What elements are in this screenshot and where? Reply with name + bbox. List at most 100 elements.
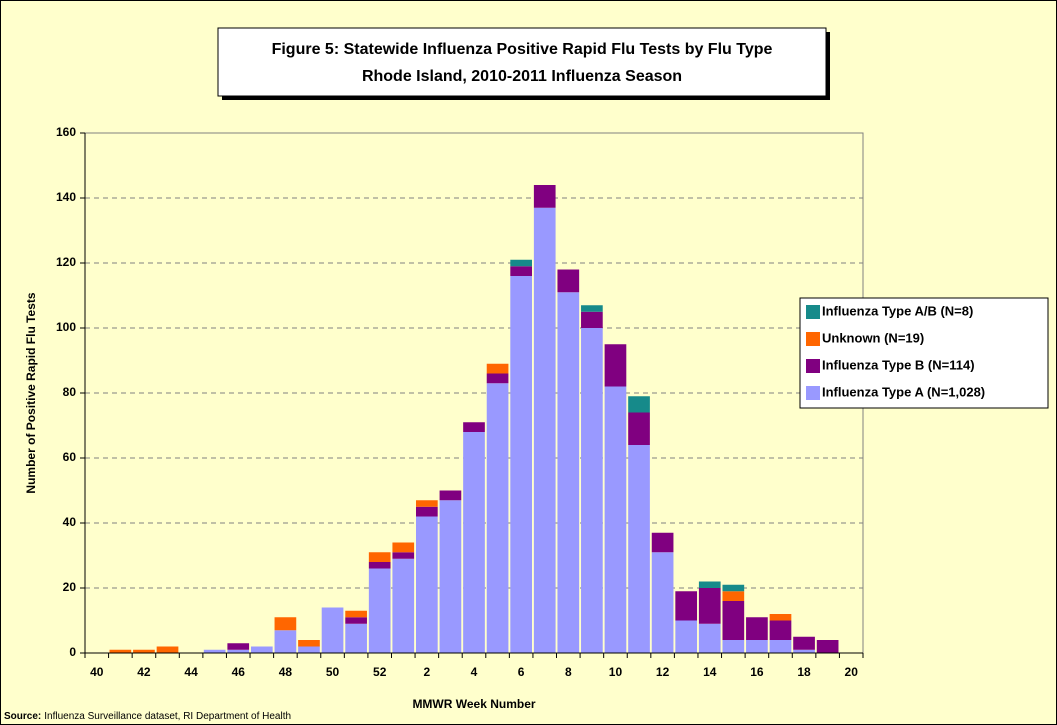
y-tick-label: 100 (56, 320, 76, 334)
bar-segment (675, 620, 698, 653)
bar-segment (557, 292, 580, 653)
y-tick-label: 160 (56, 125, 76, 139)
x-tick-label: 50 (326, 665, 340, 679)
source-label: Source: (4, 711, 41, 722)
bar-segment (416, 500, 438, 507)
x-tick-label: 48 (279, 665, 293, 679)
bar-segment (698, 623, 721, 653)
x-tick-label: 4 (471, 665, 478, 679)
bar-segment (463, 432, 485, 653)
source-text: Influenza Surveillance dataset, RI Depar… (44, 711, 291, 722)
y-tick-label: 60 (63, 450, 77, 464)
bar-segment (746, 617, 768, 640)
legend-swatch (806, 386, 820, 400)
bar-segment (628, 445, 650, 653)
y-axis-label: Number of Positive Rapid Flu Tests (24, 292, 38, 493)
x-axis-label: MMWR Week Number (412, 697, 535, 711)
bar-segment (604, 344, 627, 387)
bar-segment (274, 630, 297, 653)
legend-swatch (806, 359, 820, 373)
x-tick-label: 12 (656, 665, 670, 679)
bar-segment (439, 500, 462, 653)
bar-segment (439, 490, 462, 501)
bar-segment (769, 640, 792, 653)
bar-segment (510, 266, 532, 276)
bar-segment (392, 558, 415, 653)
bar-segment (368, 562, 391, 569)
bar-segment (675, 591, 698, 621)
bar-segment (746, 640, 768, 653)
y-tick-label: 20 (63, 580, 77, 594)
bar-segment (486, 363, 509, 374)
bar-segment (604, 386, 627, 653)
x-tick-label: 10 (609, 665, 623, 679)
bar-segment (510, 276, 532, 653)
y-tick-label: 80 (63, 385, 77, 399)
source-note: Source: Influenza Surveillance dataset, R… (4, 711, 291, 722)
bar-segment (298, 646, 320, 653)
bar-segment (793, 636, 815, 650)
bar-segment (722, 584, 745, 592)
bar-segment (274, 617, 297, 631)
bar-segment (557, 269, 580, 293)
bar-segment (203, 649, 226, 653)
chart-title: Figure 5: Statewide Influenza Positive R… (272, 41, 773, 58)
bar-segment (510, 259, 532, 267)
bar-segment (769, 614, 792, 621)
legend-label: Influenza Type A (N=1,028) (822, 384, 985, 399)
x-tick-label: 2 (424, 665, 431, 679)
bar-segment (816, 640, 839, 653)
bar-segment (698, 588, 721, 624)
bar-segment (486, 383, 509, 653)
bar-segment (651, 532, 674, 553)
bar-segment (133, 649, 155, 653)
bar-segment (533, 207, 556, 653)
bar-segment (345, 623, 367, 653)
bar-segment (392, 552, 415, 559)
bar-segment (581, 305, 603, 312)
bar-segment (345, 617, 367, 624)
x-tick-label: 14 (703, 665, 717, 679)
bar-segment (392, 542, 415, 553)
bar-segment (250, 646, 273, 653)
bar-segment (722, 640, 745, 653)
bar-segment (109, 649, 132, 653)
chart-subtitle: Rhode Island, 2010-2011 Influenza Season (362, 68, 682, 85)
bar-segment (698, 581, 721, 588)
y-tick-label: 120 (56, 255, 76, 269)
bar-segment (628, 396, 650, 413)
y-tick-label: 140 (56, 190, 76, 204)
bar-segment (416, 516, 438, 653)
x-tick-label: 42 (137, 665, 151, 679)
bar-segment (581, 328, 603, 653)
bar-segment (368, 552, 391, 562)
bar-segment (533, 185, 556, 208)
x-tick-label: 46 (232, 665, 246, 679)
bar-segment (368, 568, 391, 653)
bar-segment (298, 640, 320, 647)
bar-segment (463, 422, 485, 432)
bar-segment (628, 412, 650, 445)
x-tick-label: 20 (845, 665, 859, 679)
y-tick-label: 40 (63, 515, 77, 529)
x-tick-label: 16 (750, 665, 764, 679)
bar-segment (416, 506, 438, 517)
legend-box (799, 297, 1049, 409)
x-tick-label: 40 (90, 665, 104, 679)
bar-segment (581, 311, 603, 328)
x-tick-label: 8 (565, 665, 572, 679)
title-box (217, 27, 827, 97)
legend-swatch (806, 305, 820, 319)
y-tick-label: 0 (69, 645, 76, 659)
legend-swatch (806, 332, 820, 346)
bar-segment (227, 649, 250, 653)
x-tick-label: 6 (518, 665, 525, 679)
bar-segment (156, 646, 179, 653)
bar-segment (321, 607, 344, 653)
bar-segment (486, 373, 509, 384)
bar-segment (345, 610, 367, 618)
bar-segment (769, 620, 792, 640)
bar-segment (651, 552, 674, 653)
legend-label: Influenza Type A/B (N=8) (822, 303, 973, 318)
